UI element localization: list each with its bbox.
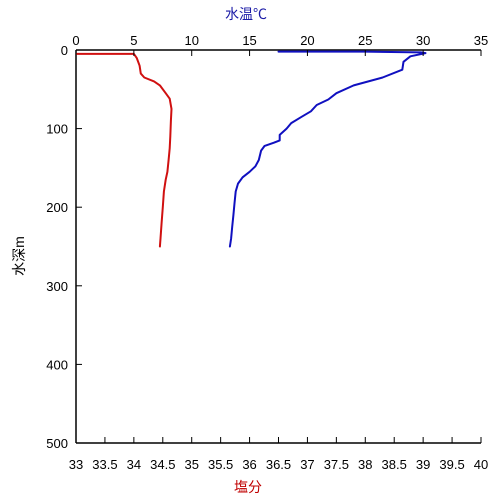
- y-axis-tick-label: 400: [46, 357, 68, 372]
- top-axis-tick-label: 30: [416, 33, 430, 48]
- top-axis-tick-label: 5: [130, 33, 137, 48]
- salinity-line: [76, 52, 173, 248]
- bottom-axis-tick-label: 36.5: [266, 457, 291, 472]
- top-axis-tick-label: 0: [72, 33, 79, 48]
- top-axis-tick-label: 35: [474, 33, 488, 48]
- y-axis-tick-label: 0: [61, 43, 68, 58]
- bottom-axis-title: 塩分: [234, 479, 262, 495]
- bottom-axis-tick-label: 33: [69, 457, 83, 472]
- top-axis-tick-label: 20: [300, 33, 314, 48]
- top-axis-tick-label: 15: [242, 33, 256, 48]
- bottom-axis-tick-label: 34.5: [150, 457, 175, 472]
- top-axis-tick-label: 10: [184, 33, 198, 48]
- top-axis-title: 水温℃: [225, 6, 267, 22]
- bottom-axis-tick-label: 35: [184, 457, 198, 472]
- bottom-axis-tick-label: 33.5: [92, 457, 117, 472]
- bottom-axis-tick-label: 37: [300, 457, 314, 472]
- bottom-axis-tick-label: 34: [127, 457, 141, 472]
- bottom-axis-tick-label: 38.5: [382, 457, 407, 472]
- bottom-axis-tick-label: 36: [242, 457, 256, 472]
- bottom-axis-tick-label: 38: [358, 457, 372, 472]
- water-temperature-line: [228, 50, 427, 248]
- bottom-axis-tick-label: 40: [474, 457, 488, 472]
- y-axis-tick-label: 500: [46, 436, 68, 451]
- top-axis-tick-label: 25: [358, 33, 372, 48]
- bottom-axis-tick-label: 37.5: [324, 457, 349, 472]
- y-axis-tick-label: 300: [46, 279, 68, 294]
- bottom-axis-tick-label: 35.5: [208, 457, 233, 472]
- y-axis-tick-label: 100: [46, 122, 68, 137]
- bottom-axis-tick-label: 39.5: [439, 457, 464, 472]
- y-axis-title: 水深m: [11, 236, 27, 276]
- bottom-axis-tick-label: 39: [416, 457, 430, 472]
- y-axis-tick-label: 200: [46, 200, 68, 215]
